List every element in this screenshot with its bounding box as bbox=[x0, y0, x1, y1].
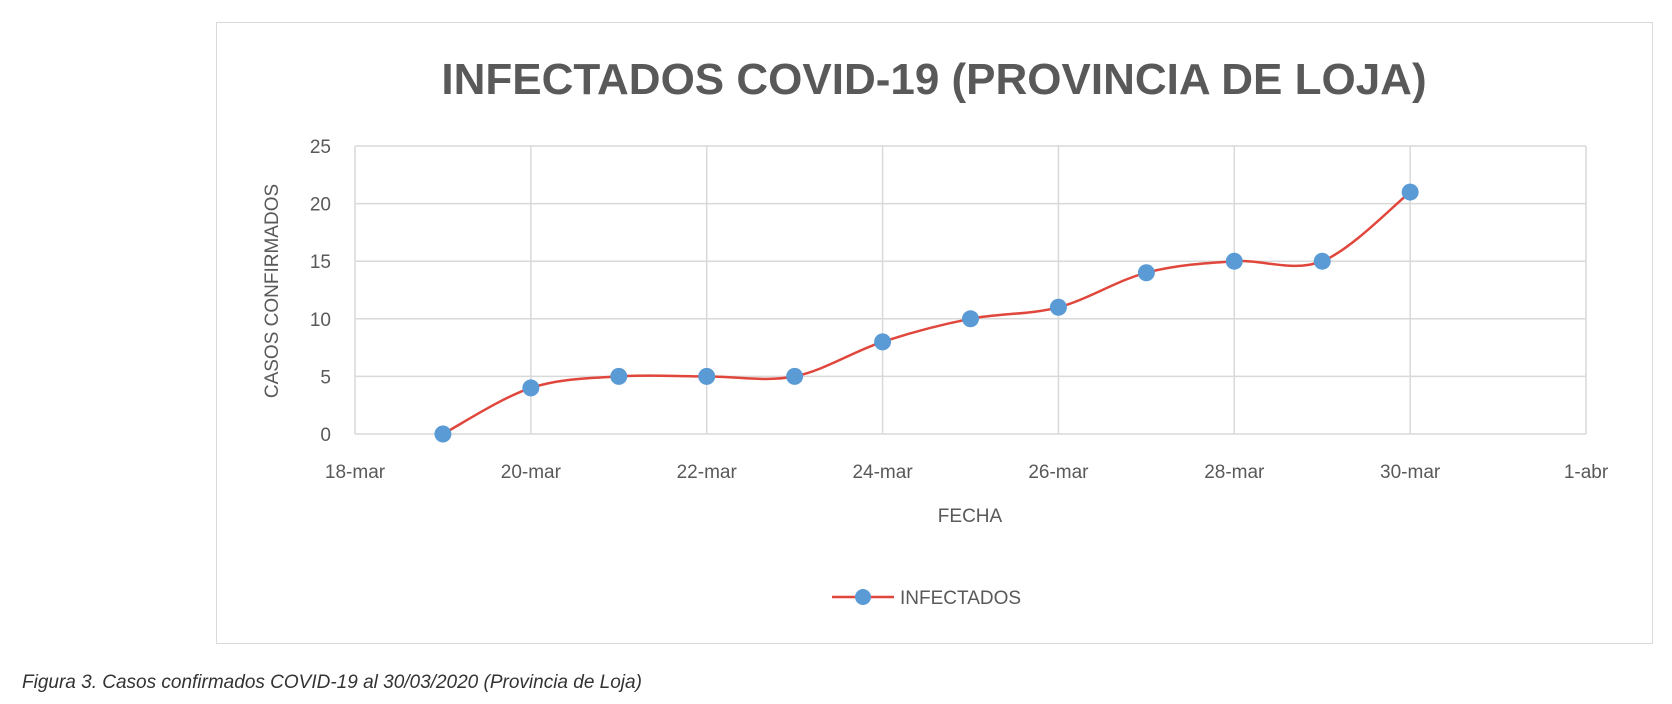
data-point bbox=[1137, 264, 1155, 282]
x-tick-label: 30-mar bbox=[1380, 462, 1441, 483]
data-point bbox=[1313, 252, 1331, 270]
x-tick-label: 20-mar bbox=[501, 462, 562, 483]
figure-caption: Figura 3. Casos confirmados COVID-19 al … bbox=[22, 672, 642, 693]
data-point bbox=[1225, 252, 1243, 270]
data-point bbox=[874, 333, 892, 351]
y-tick-label: 20 bbox=[310, 195, 331, 216]
x-tick-label: 18-mar bbox=[325, 462, 386, 483]
y-tick-label: 10 bbox=[310, 310, 331, 331]
data-point bbox=[698, 367, 716, 385]
chart-frame bbox=[216, 22, 1653, 644]
x-tick-label: 26-mar bbox=[1028, 462, 1089, 483]
legend-label: INFECTADOS bbox=[900, 588, 1021, 609]
data-point bbox=[434, 425, 452, 443]
y-tick-label: 25 bbox=[310, 137, 331, 158]
x-axis-title: FECHA bbox=[938, 506, 1003, 527]
chart-title: INFECTADOS COVID-19 (PROVINCIA DE LOJA) bbox=[441, 55, 1426, 104]
legend-marker bbox=[855, 589, 871, 605]
x-tick-label: 24-mar bbox=[852, 462, 913, 483]
x-tick-label: 1-abr bbox=[1564, 462, 1609, 483]
y-axis-title: CASOS CONFIRMADOS bbox=[262, 184, 283, 398]
data-point bbox=[522, 379, 540, 397]
data-point bbox=[610, 367, 628, 385]
data-point bbox=[962, 310, 979, 328]
x-tick-label: 22-mar bbox=[677, 462, 738, 483]
legend: INFECTADOS bbox=[832, 588, 1021, 609]
data-point bbox=[1401, 183, 1419, 201]
data-point bbox=[1049, 298, 1067, 316]
y-tick-label: 15 bbox=[310, 252, 331, 273]
y-tick-label: 5 bbox=[320, 367, 331, 388]
data-point bbox=[786, 367, 804, 385]
x-tick-label: 28-mar bbox=[1204, 462, 1265, 483]
series-line-infectados bbox=[442, 191, 1411, 436]
y-tick-label: 0 bbox=[320, 425, 331, 446]
